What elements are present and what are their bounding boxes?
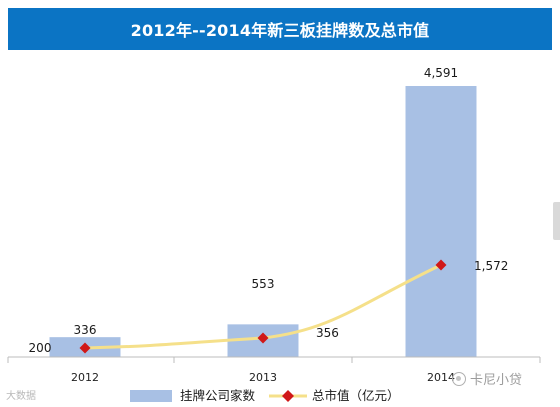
bar-data-label: 4,591 [424,66,458,80]
bar-2014 [405,86,477,357]
x-tick-label: 2013 [249,371,277,384]
line-point-2014 [435,259,447,271]
bars-layer [49,86,477,357]
line-data-label: 1,572 [474,259,508,273]
legend: 挂牌公司家数 总市值（亿元） [130,388,400,403]
line-point-2013 [257,332,269,344]
legend-bar-label: 挂牌公司家数 [180,388,256,403]
watermark-left: 大数据 [6,391,36,402]
x-tick-label: 2014 [427,371,455,384]
bar-data-label: 553 [252,277,275,291]
x-tick-label: 2012 [71,371,99,384]
watermark-right-text: 卡尼小贷 [470,373,523,388]
line-point-2012 [79,342,91,354]
watermark-right: 卡尼小贷 [452,369,522,388]
bar-data-label: 336 [74,323,97,337]
label-layer: 336 553 4,591 200 356 1,572 [29,66,509,355]
line-layer [79,259,447,354]
line-data-label: 356 [316,326,339,340]
chart-title: 2012年--2014年新三板挂牌数及总市值 [8,8,552,50]
legend-line-marker [282,390,294,402]
page-edge-tab [553,202,560,240]
line-data-label: 200 [29,341,52,355]
legend-bar-swatch [130,390,172,402]
axis-layer: 2012 2013 2014 [7,356,541,384]
wechat-logo-icon [452,371,466,386]
legend-line-label: 总市值（亿元） [312,388,400,403]
